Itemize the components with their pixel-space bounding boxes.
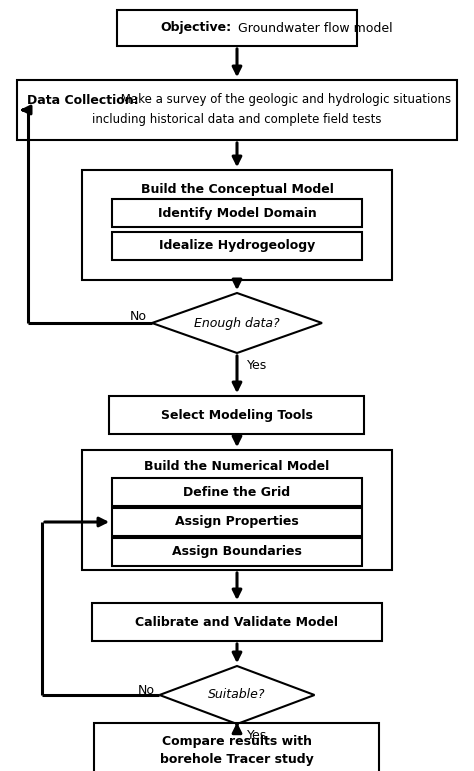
Bar: [112, 478, 362, 506]
Bar: [117, 10, 357, 46]
Text: Define the Grid: Define the Grid: [183, 486, 291, 499]
Bar: [112, 232, 362, 260]
Text: including historical data and complete field tests: including historical data and complete f…: [92, 113, 382, 126]
Bar: [94, 722, 380, 771]
Text: Assign Properties: Assign Properties: [175, 516, 299, 528]
Text: Compare results with: Compare results with: [162, 736, 312, 749]
Text: No: No: [130, 311, 147, 324]
Text: Idealize Hydrogeology: Idealize Hydrogeology: [159, 240, 315, 252]
Text: Objective:: Objective:: [161, 22, 232, 35]
Text: Select Modeling Tools: Select Modeling Tools: [161, 409, 313, 422]
Bar: [109, 396, 365, 434]
Polygon shape: [152, 293, 322, 353]
Text: Suitable?: Suitable?: [208, 689, 266, 702]
Bar: [112, 199, 362, 227]
Bar: [92, 603, 382, 641]
Bar: [82, 450, 392, 570]
Text: No: No: [137, 684, 155, 696]
Bar: [112, 538, 362, 566]
Text: Build the Numerical Model: Build the Numerical Model: [145, 460, 329, 473]
Bar: [17, 80, 457, 140]
Polygon shape: [159, 666, 315, 724]
Text: Identify Model Domain: Identify Model Domain: [158, 207, 316, 220]
Text: Yes: Yes: [247, 359, 267, 372]
Text: Make a survey of the geologic and hydrologic situations: Make a survey of the geologic and hydrol…: [117, 93, 451, 106]
Text: Assign Boundaries: Assign Boundaries: [172, 546, 302, 558]
Text: Yes: Yes: [247, 729, 267, 742]
Bar: [112, 508, 362, 536]
Text: borehole Tracer study: borehole Tracer study: [160, 753, 314, 766]
Text: Groundwater flow model: Groundwater flow model: [234, 22, 392, 35]
Bar: [82, 170, 392, 280]
Text: Data Collection:: Data Collection:: [27, 93, 138, 106]
Text: Build the Conceptual Model: Build the Conceptual Model: [141, 183, 333, 196]
Text: Enough data?: Enough data?: [194, 317, 280, 329]
Text: Calibrate and Validate Model: Calibrate and Validate Model: [136, 615, 338, 628]
